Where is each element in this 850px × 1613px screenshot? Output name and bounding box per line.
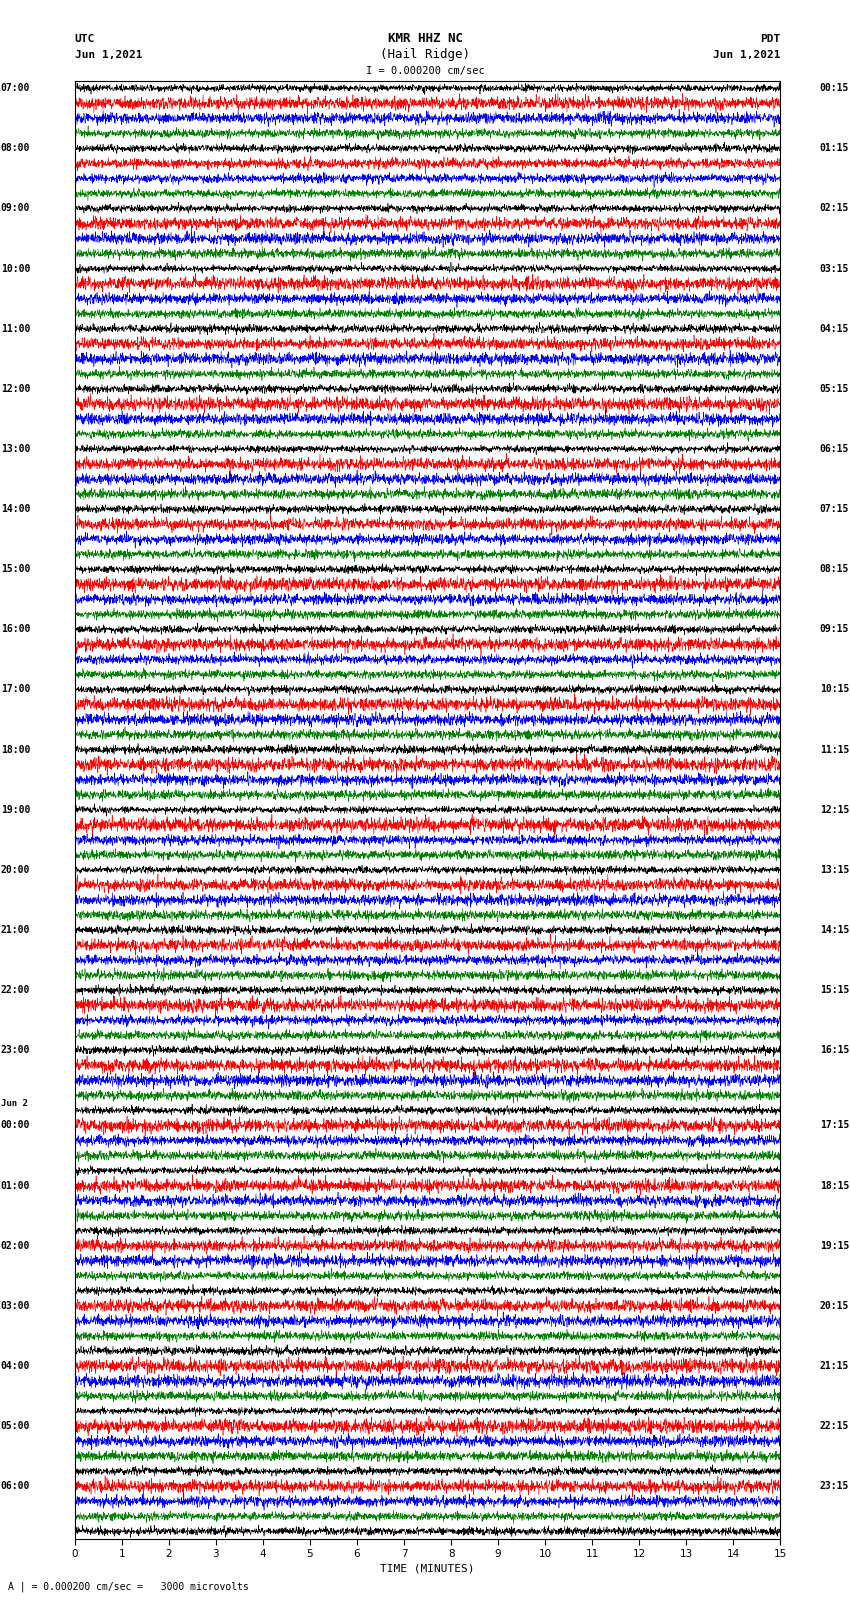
Text: 06:00: 06:00 xyxy=(1,1481,31,1490)
Text: 14:00: 14:00 xyxy=(1,505,31,515)
Text: 15:00: 15:00 xyxy=(1,565,31,574)
Text: 07:15: 07:15 xyxy=(819,505,849,515)
Text: UTC: UTC xyxy=(75,34,95,44)
Text: 21:00: 21:00 xyxy=(1,924,31,936)
Text: 23:15: 23:15 xyxy=(819,1481,849,1490)
Text: A | = 0.000200 cm/sec =   3000 microvolts: A | = 0.000200 cm/sec = 3000 microvolts xyxy=(8,1582,249,1592)
Text: 05:00: 05:00 xyxy=(1,1421,31,1431)
Text: Jun 2: Jun 2 xyxy=(1,1100,28,1108)
Text: 15:15: 15:15 xyxy=(819,986,849,995)
Text: 01:15: 01:15 xyxy=(819,144,849,153)
Text: KMR HHZ NC: KMR HHZ NC xyxy=(388,32,462,45)
Text: 06:15: 06:15 xyxy=(819,444,849,453)
Text: 10:00: 10:00 xyxy=(1,263,31,274)
Text: 16:15: 16:15 xyxy=(819,1045,849,1055)
Text: 13:15: 13:15 xyxy=(819,865,849,874)
Text: Jun 1,2021: Jun 1,2021 xyxy=(713,50,780,60)
Text: 02:15: 02:15 xyxy=(819,203,849,213)
Text: 16:00: 16:00 xyxy=(1,624,31,634)
Text: PDT: PDT xyxy=(760,34,780,44)
Text: 20:00: 20:00 xyxy=(1,865,31,874)
Text: I = 0.000200 cm/sec: I = 0.000200 cm/sec xyxy=(366,66,484,76)
Text: 12:15: 12:15 xyxy=(819,805,849,815)
Text: 13:00: 13:00 xyxy=(1,444,31,453)
Text: 21:15: 21:15 xyxy=(819,1361,849,1371)
Text: 14:15: 14:15 xyxy=(819,924,849,936)
Text: 20:15: 20:15 xyxy=(819,1300,849,1311)
Text: 07:00: 07:00 xyxy=(1,84,31,94)
Text: 22:15: 22:15 xyxy=(819,1421,849,1431)
Text: 05:15: 05:15 xyxy=(819,384,849,394)
Text: 19:00: 19:00 xyxy=(1,805,31,815)
Text: 11:15: 11:15 xyxy=(819,745,849,755)
Text: 17:15: 17:15 xyxy=(819,1121,849,1131)
Text: 22:00: 22:00 xyxy=(1,986,31,995)
Text: 10:15: 10:15 xyxy=(819,684,849,695)
Text: 00:00: 00:00 xyxy=(1,1121,31,1131)
Text: 08:15: 08:15 xyxy=(819,565,849,574)
Text: 19:15: 19:15 xyxy=(819,1240,849,1250)
Text: 03:15: 03:15 xyxy=(819,263,849,274)
Text: 09:15: 09:15 xyxy=(819,624,849,634)
Text: 01:00: 01:00 xyxy=(1,1181,31,1190)
Text: 11:00: 11:00 xyxy=(1,324,31,334)
Text: 04:15: 04:15 xyxy=(819,324,849,334)
Text: 02:00: 02:00 xyxy=(1,1240,31,1250)
Text: 00:15: 00:15 xyxy=(819,84,849,94)
Text: Jun 1,2021: Jun 1,2021 xyxy=(75,50,142,60)
Text: 18:15: 18:15 xyxy=(819,1181,849,1190)
Text: 03:00: 03:00 xyxy=(1,1300,31,1311)
Text: 17:00: 17:00 xyxy=(1,684,31,695)
Text: 04:00: 04:00 xyxy=(1,1361,31,1371)
Text: 12:00: 12:00 xyxy=(1,384,31,394)
Text: 08:00: 08:00 xyxy=(1,144,31,153)
X-axis label: TIME (MINUTES): TIME (MINUTES) xyxy=(380,1563,475,1573)
Text: 09:00: 09:00 xyxy=(1,203,31,213)
Text: 23:00: 23:00 xyxy=(1,1045,31,1055)
Text: (Hail Ridge): (Hail Ridge) xyxy=(380,48,470,61)
Text: 18:00: 18:00 xyxy=(1,745,31,755)
